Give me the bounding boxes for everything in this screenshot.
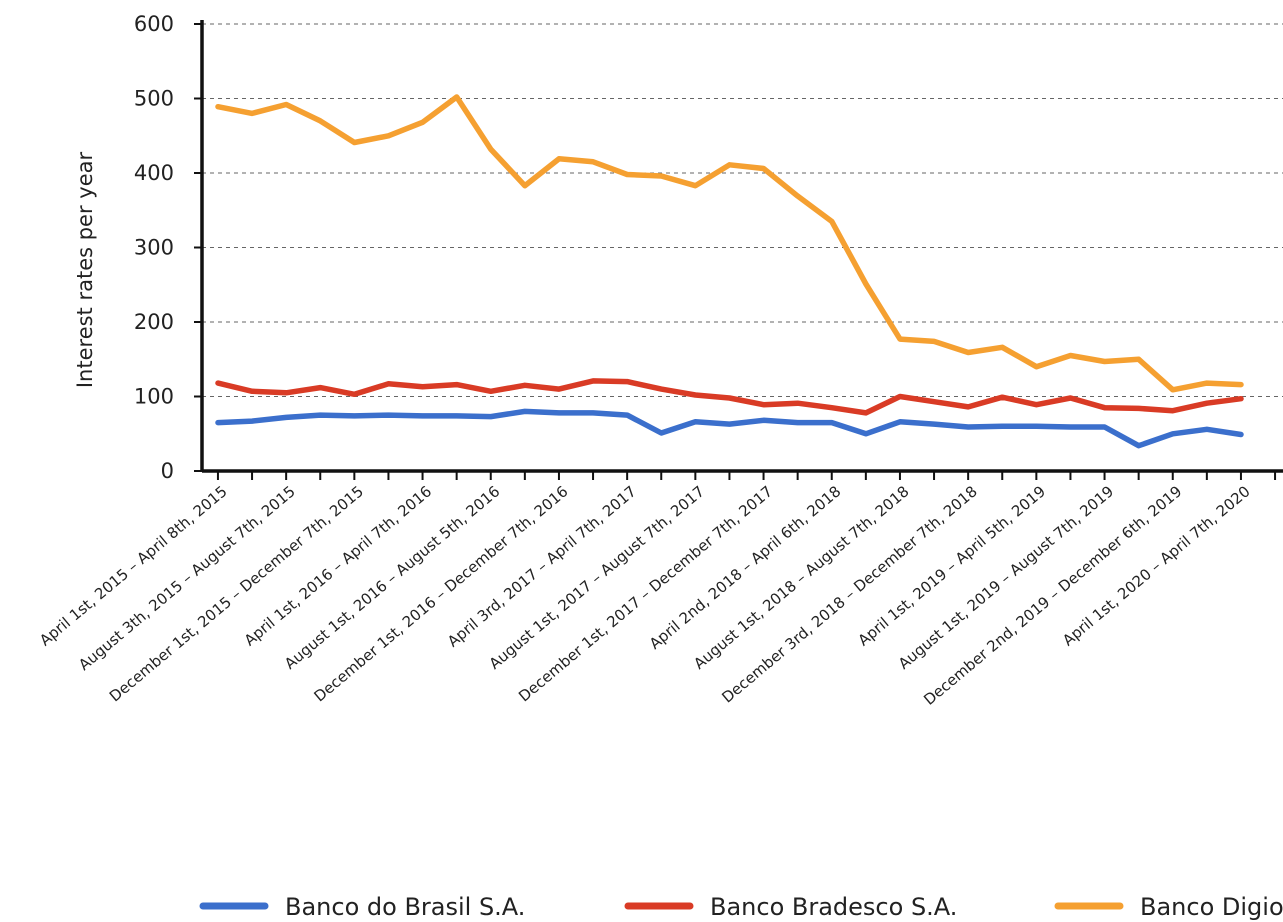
legend: Banco do Brasil S.A. Banco Bradesco S.A. B…	[199, 893, 1283, 921]
x-tick-label: December 1st, 2015 – December 7th, 2015	[106, 482, 367, 705]
x-tick-label: December 1st, 2016 – December 7th, 2016	[310, 482, 571, 705]
legend-label: Banco do Brasil S.A.	[285, 893, 525, 921]
series-line	[215, 378, 1244, 416]
series-line	[215, 94, 1244, 393]
grid-lines	[202, 23, 1283, 397]
series-lines	[215, 94, 1244, 449]
y-tick-label: 100	[134, 385, 174, 409]
x-tick-label: December 3rd, 2018 – December 7th, 2018	[718, 482, 980, 706]
y-axis: 0 100 200 300 400 500 600	[134, 12, 204, 483]
x-axis: April 1st, 2015 – April 8th, 2015August …	[36, 469, 1283, 709]
x-tick-label: December 1st, 2017 – December 7th, 2017	[515, 482, 776, 705]
legend-label: Banco Digio	[1140, 893, 1283, 921]
series-line	[215, 408, 1244, 449]
legend-label: Banco Bradesco S.A.	[710, 893, 957, 921]
x-tick-label: December 2nd, 2019 – December 6th, 2019	[920, 482, 1185, 709]
y-axis-label: Interest rates per year	[73, 151, 97, 388]
y-tick-label: 300	[134, 236, 174, 260]
y-tick-label: 200	[134, 310, 174, 334]
y-tick-label: 500	[134, 87, 174, 111]
y-tick-label: 400	[134, 161, 174, 185]
y-tick-label: 0	[161, 459, 174, 483]
y-tick-label: 600	[134, 12, 174, 36]
